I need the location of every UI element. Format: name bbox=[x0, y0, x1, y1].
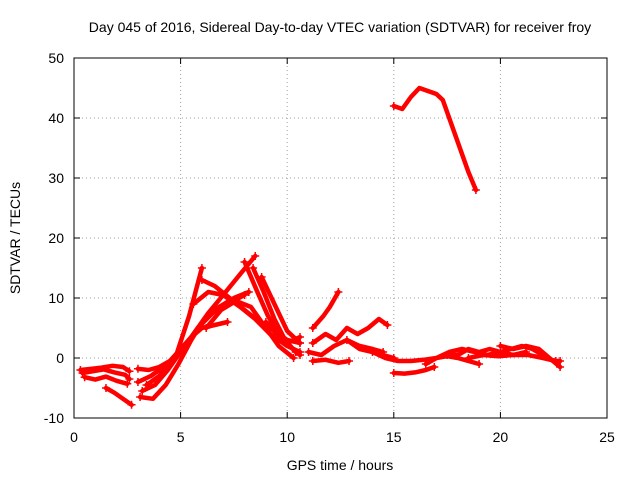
data-point-marker bbox=[257, 273, 266, 281]
data-point-marker bbox=[202, 324, 211, 332]
series-line-arc-27 bbox=[498, 343, 563, 370]
data-point-marker bbox=[197, 276, 206, 284]
data-point-marker bbox=[421, 360, 430, 368]
series-line-arc-22 bbox=[370, 349, 482, 367]
data-point-marker bbox=[304, 348, 313, 356]
data-point-marker bbox=[123, 379, 132, 388]
y-axis-label: SDTVAR / TECUs bbox=[7, 182, 23, 294]
data-point-marker bbox=[251, 252, 260, 260]
data-point-marker bbox=[383, 321, 392, 329]
data-point-marker bbox=[496, 342, 505, 350]
y-tick-label: 50 bbox=[48, 50, 64, 66]
grid-lines bbox=[74, 58, 607, 418]
data-point-marker bbox=[127, 400, 136, 409]
data-point-marker bbox=[133, 364, 142, 373]
data-point-marker bbox=[308, 324, 317, 332]
series-layer bbox=[76, 85, 565, 409]
data-point-marker bbox=[249, 264, 258, 272]
data-point-marker bbox=[291, 348, 300, 356]
series-line-arc-21 bbox=[344, 337, 386, 355]
data-point-marker bbox=[80, 373, 89, 382]
data-point-marker bbox=[138, 387, 147, 395]
axis-ticks bbox=[73, 57, 608, 419]
data-point-marker bbox=[240, 258, 249, 266]
y-tick-label: 20 bbox=[48, 230, 64, 246]
series-line-arc-28 bbox=[391, 85, 479, 193]
data-point-marker bbox=[295, 333, 304, 341]
data-point-marker bbox=[443, 351, 452, 359]
x-tick-label: 15 bbox=[386, 429, 402, 445]
x-tick-label: 0 bbox=[70, 429, 78, 445]
data-point-marker bbox=[197, 264, 206, 272]
series-line-arc-11 bbox=[191, 289, 303, 355]
chart-title: Day 045 of 2016, Sidereal Day-to-day VTE… bbox=[89, 19, 591, 35]
series-line-arc-15 bbox=[259, 274, 303, 346]
series-line-arc-04 bbox=[103, 385, 134, 408]
data-point-marker bbox=[244, 288, 253, 296]
series-line-arc-18 bbox=[310, 316, 390, 346]
series-line-arc-16 bbox=[263, 319, 303, 346]
data-point-marker bbox=[475, 360, 484, 368]
data-point-marker bbox=[133, 378, 142, 386]
data-point-marker bbox=[223, 318, 232, 326]
data-point-marker bbox=[430, 363, 439, 371]
series-line-arc-12 bbox=[203, 298, 296, 361]
tick-labels: 0 5 10 15 20 25 -10 0 10 20 30 40 50 bbox=[44, 50, 615, 445]
data-point-marker bbox=[464, 354, 473, 362]
series-line-arc-20 bbox=[310, 357, 352, 366]
data-point-marker bbox=[78, 369, 87, 377]
series-line-arc-03 bbox=[82, 374, 130, 387]
data-point-marker bbox=[368, 348, 377, 356]
y-tick-label: 30 bbox=[48, 170, 64, 186]
data-point-marker bbox=[136, 393, 145, 401]
y-tick-label: 0 bbox=[56, 350, 64, 366]
data-point-marker bbox=[334, 288, 343, 296]
x-tick-label: 10 bbox=[279, 429, 295, 445]
x-tick-label: 20 bbox=[493, 429, 509, 445]
x-tick-label: 25 bbox=[599, 429, 615, 445]
data-point-marker bbox=[389, 369, 398, 377]
series-line-arc-02 bbox=[80, 367, 132, 382]
data-point-marker bbox=[142, 381, 151, 389]
series-line-arc-26 bbox=[466, 352, 559, 364]
data-point-marker bbox=[189, 300, 198, 308]
data-point-marker bbox=[289, 354, 298, 362]
data-point-marker bbox=[556, 363, 565, 371]
data-point-marker bbox=[125, 367, 134, 376]
data-point-marker bbox=[308, 339, 317, 347]
data-point-marker bbox=[261, 318, 270, 326]
y-tick-label: 10 bbox=[48, 290, 64, 306]
x-axis-label: GPS time / hours bbox=[287, 457, 394, 473]
data-point-marker bbox=[471, 186, 480, 194]
data-point-marker bbox=[240, 291, 249, 299]
data-point-marker bbox=[389, 102, 398, 110]
data-point-marker bbox=[308, 357, 317, 365]
series-line-arc-23 bbox=[391, 364, 437, 376]
data-point-marker bbox=[345, 357, 354, 365]
data-point-marker bbox=[295, 351, 304, 359]
data-point-marker bbox=[101, 384, 110, 392]
x-tick-label: 5 bbox=[177, 429, 185, 445]
y-tick-label: 40 bbox=[48, 110, 64, 126]
series-line-arc-09 bbox=[144, 292, 247, 388]
data-point-marker bbox=[125, 375, 134, 383]
series-line-arc-01 bbox=[78, 363, 132, 374]
y-tick-label: -10 bbox=[44, 410, 64, 426]
series-line-arc-17 bbox=[310, 289, 341, 331]
data-point-marker bbox=[342, 336, 351, 344]
